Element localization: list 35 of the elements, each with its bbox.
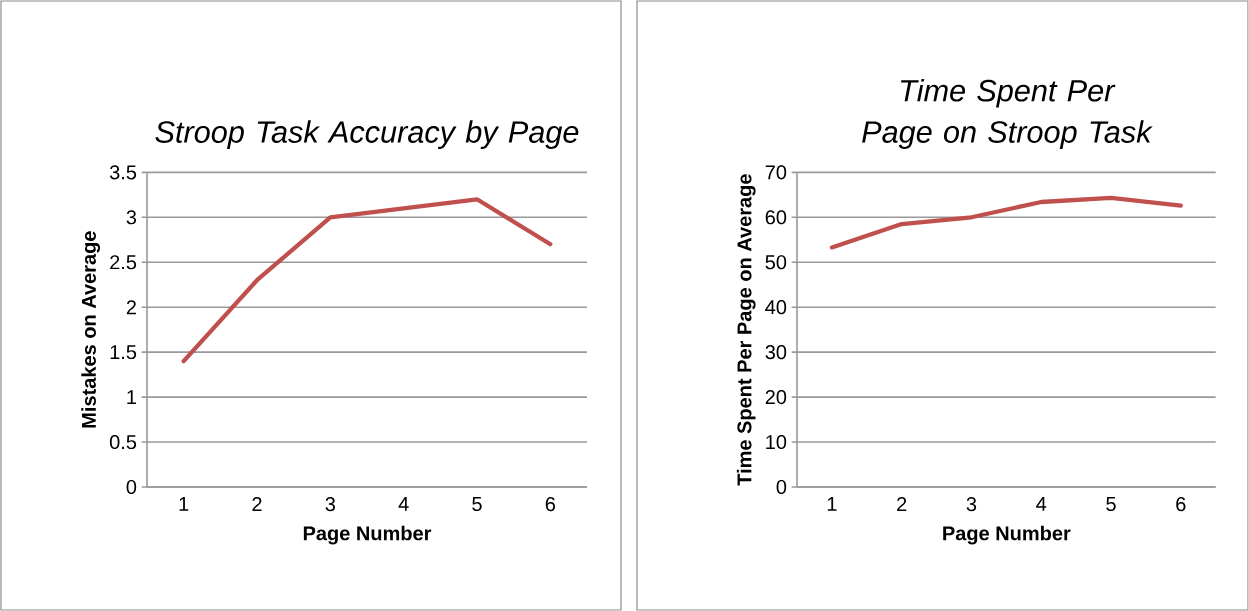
y-axis-title: Time Spent Per Page on Average xyxy=(736,174,756,486)
x-tick-label: 1 xyxy=(827,497,837,511)
x-axis-title: Page Number xyxy=(303,525,432,545)
y-tick-label: 2 xyxy=(126,300,136,315)
y-tick-label: 50 xyxy=(765,255,787,270)
y-tick-label: 0 xyxy=(126,479,137,495)
y-tick-label: 0 xyxy=(776,479,787,495)
chart-title: Stroop Task Accuracy by Page xyxy=(155,120,579,149)
chart-title: Time Spent Per Page on Stroop Task xyxy=(862,79,1153,149)
x-tick-label: 2 xyxy=(252,497,262,512)
x-tick-label: 6 xyxy=(545,497,556,512)
y-tick-label: 1.5 xyxy=(110,345,137,360)
y-tick-label: 10 xyxy=(766,434,787,450)
x-axis-title: Page Number xyxy=(943,525,1071,545)
x-tick-label: 5 xyxy=(1106,497,1116,511)
x-tick-label: 3 xyxy=(966,497,977,512)
y-tick-label: 40 xyxy=(765,300,787,315)
x-tick-label: 4 xyxy=(398,497,409,511)
y-tick-label: 1 xyxy=(127,390,136,404)
y-tick-label: 3 xyxy=(126,210,137,225)
x-tick-label: 2 xyxy=(897,497,907,512)
x-tick-label: 1 xyxy=(179,497,189,511)
line-series xyxy=(829,195,1183,250)
y-tick-label: 70 xyxy=(765,165,787,180)
y-tick-label: 30 xyxy=(765,345,787,360)
x-tick-label: 4 xyxy=(1036,497,1047,511)
y-tick-label: 2.5 xyxy=(110,255,137,270)
x-tick-label: 6 xyxy=(1176,497,1186,512)
y-tick-label: 60 xyxy=(765,210,787,225)
y-tick-label: 20 xyxy=(765,390,787,405)
y-tick-label: 0.5 xyxy=(109,434,137,450)
y-tick-label: 3.5 xyxy=(109,165,137,180)
y-axis-title: Mistakes on Average xyxy=(81,231,101,428)
x-tick-label: 5 xyxy=(472,497,482,511)
x-tick-label: 3 xyxy=(325,497,336,512)
